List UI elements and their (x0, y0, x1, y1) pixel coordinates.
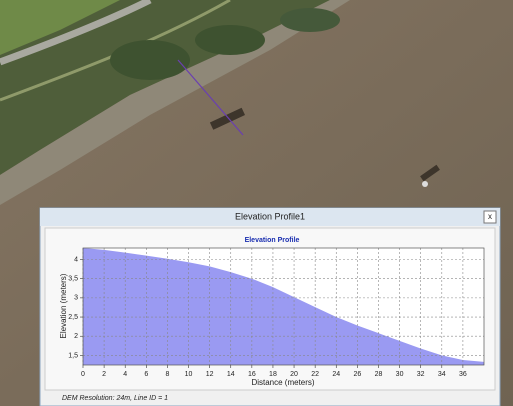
x-tick-label: 20 (290, 371, 298, 378)
x-tick-label: 0 (81, 371, 85, 378)
x-tick-label: 26 (353, 371, 361, 378)
chart: Elevation Profile Distance (meters) Elev… (59, 237, 484, 387)
x-tick-label: 8 (165, 371, 169, 378)
x-tick-label: 36 (459, 371, 467, 378)
y-axis-label: Elevation (meters) (59, 273, 68, 338)
y-tick-label: 3 (74, 295, 78, 302)
window-title: Elevation Profile1 (235, 211, 305, 221)
x-tick-label: 12 (206, 371, 214, 378)
x-tick-label: 4 (123, 371, 127, 378)
x-tick-label: 34 (438, 371, 446, 378)
x-tick-label: 28 (375, 371, 383, 378)
y-tick-label: 4 (74, 256, 78, 263)
x-tick-label: 14 (227, 371, 235, 378)
x-axis-label: Distance (meters) (251, 378, 314, 387)
x-tick-label: 6 (144, 371, 148, 378)
screen: Elevation Profile1 x DEM Resolution: 24m… (0, 0, 513, 406)
x-tick-label: 18 (269, 371, 277, 378)
x-tick-label: 16 (248, 371, 256, 378)
y-tick-label: 3,5 (68, 276, 78, 283)
y-tick-label: 2,5 (68, 314, 78, 321)
footer-text: DEM Resolution: 24m, Line ID = 1 (62, 395, 168, 402)
y-tick-label: 2 (74, 333, 78, 340)
x-tick-label: 22 (311, 371, 319, 378)
x-tick-label: 24 (332, 371, 340, 378)
chart-title: Elevation Profile (245, 237, 300, 244)
x-tick-label: 30 (396, 371, 404, 378)
y-tick-label: 1,5 (68, 352, 78, 359)
close-label[interactable]: x (488, 212, 492, 221)
x-tick-label: 10 (185, 371, 193, 378)
x-tick-label: 2 (102, 371, 106, 378)
x-tick-label: 32 (417, 371, 425, 378)
